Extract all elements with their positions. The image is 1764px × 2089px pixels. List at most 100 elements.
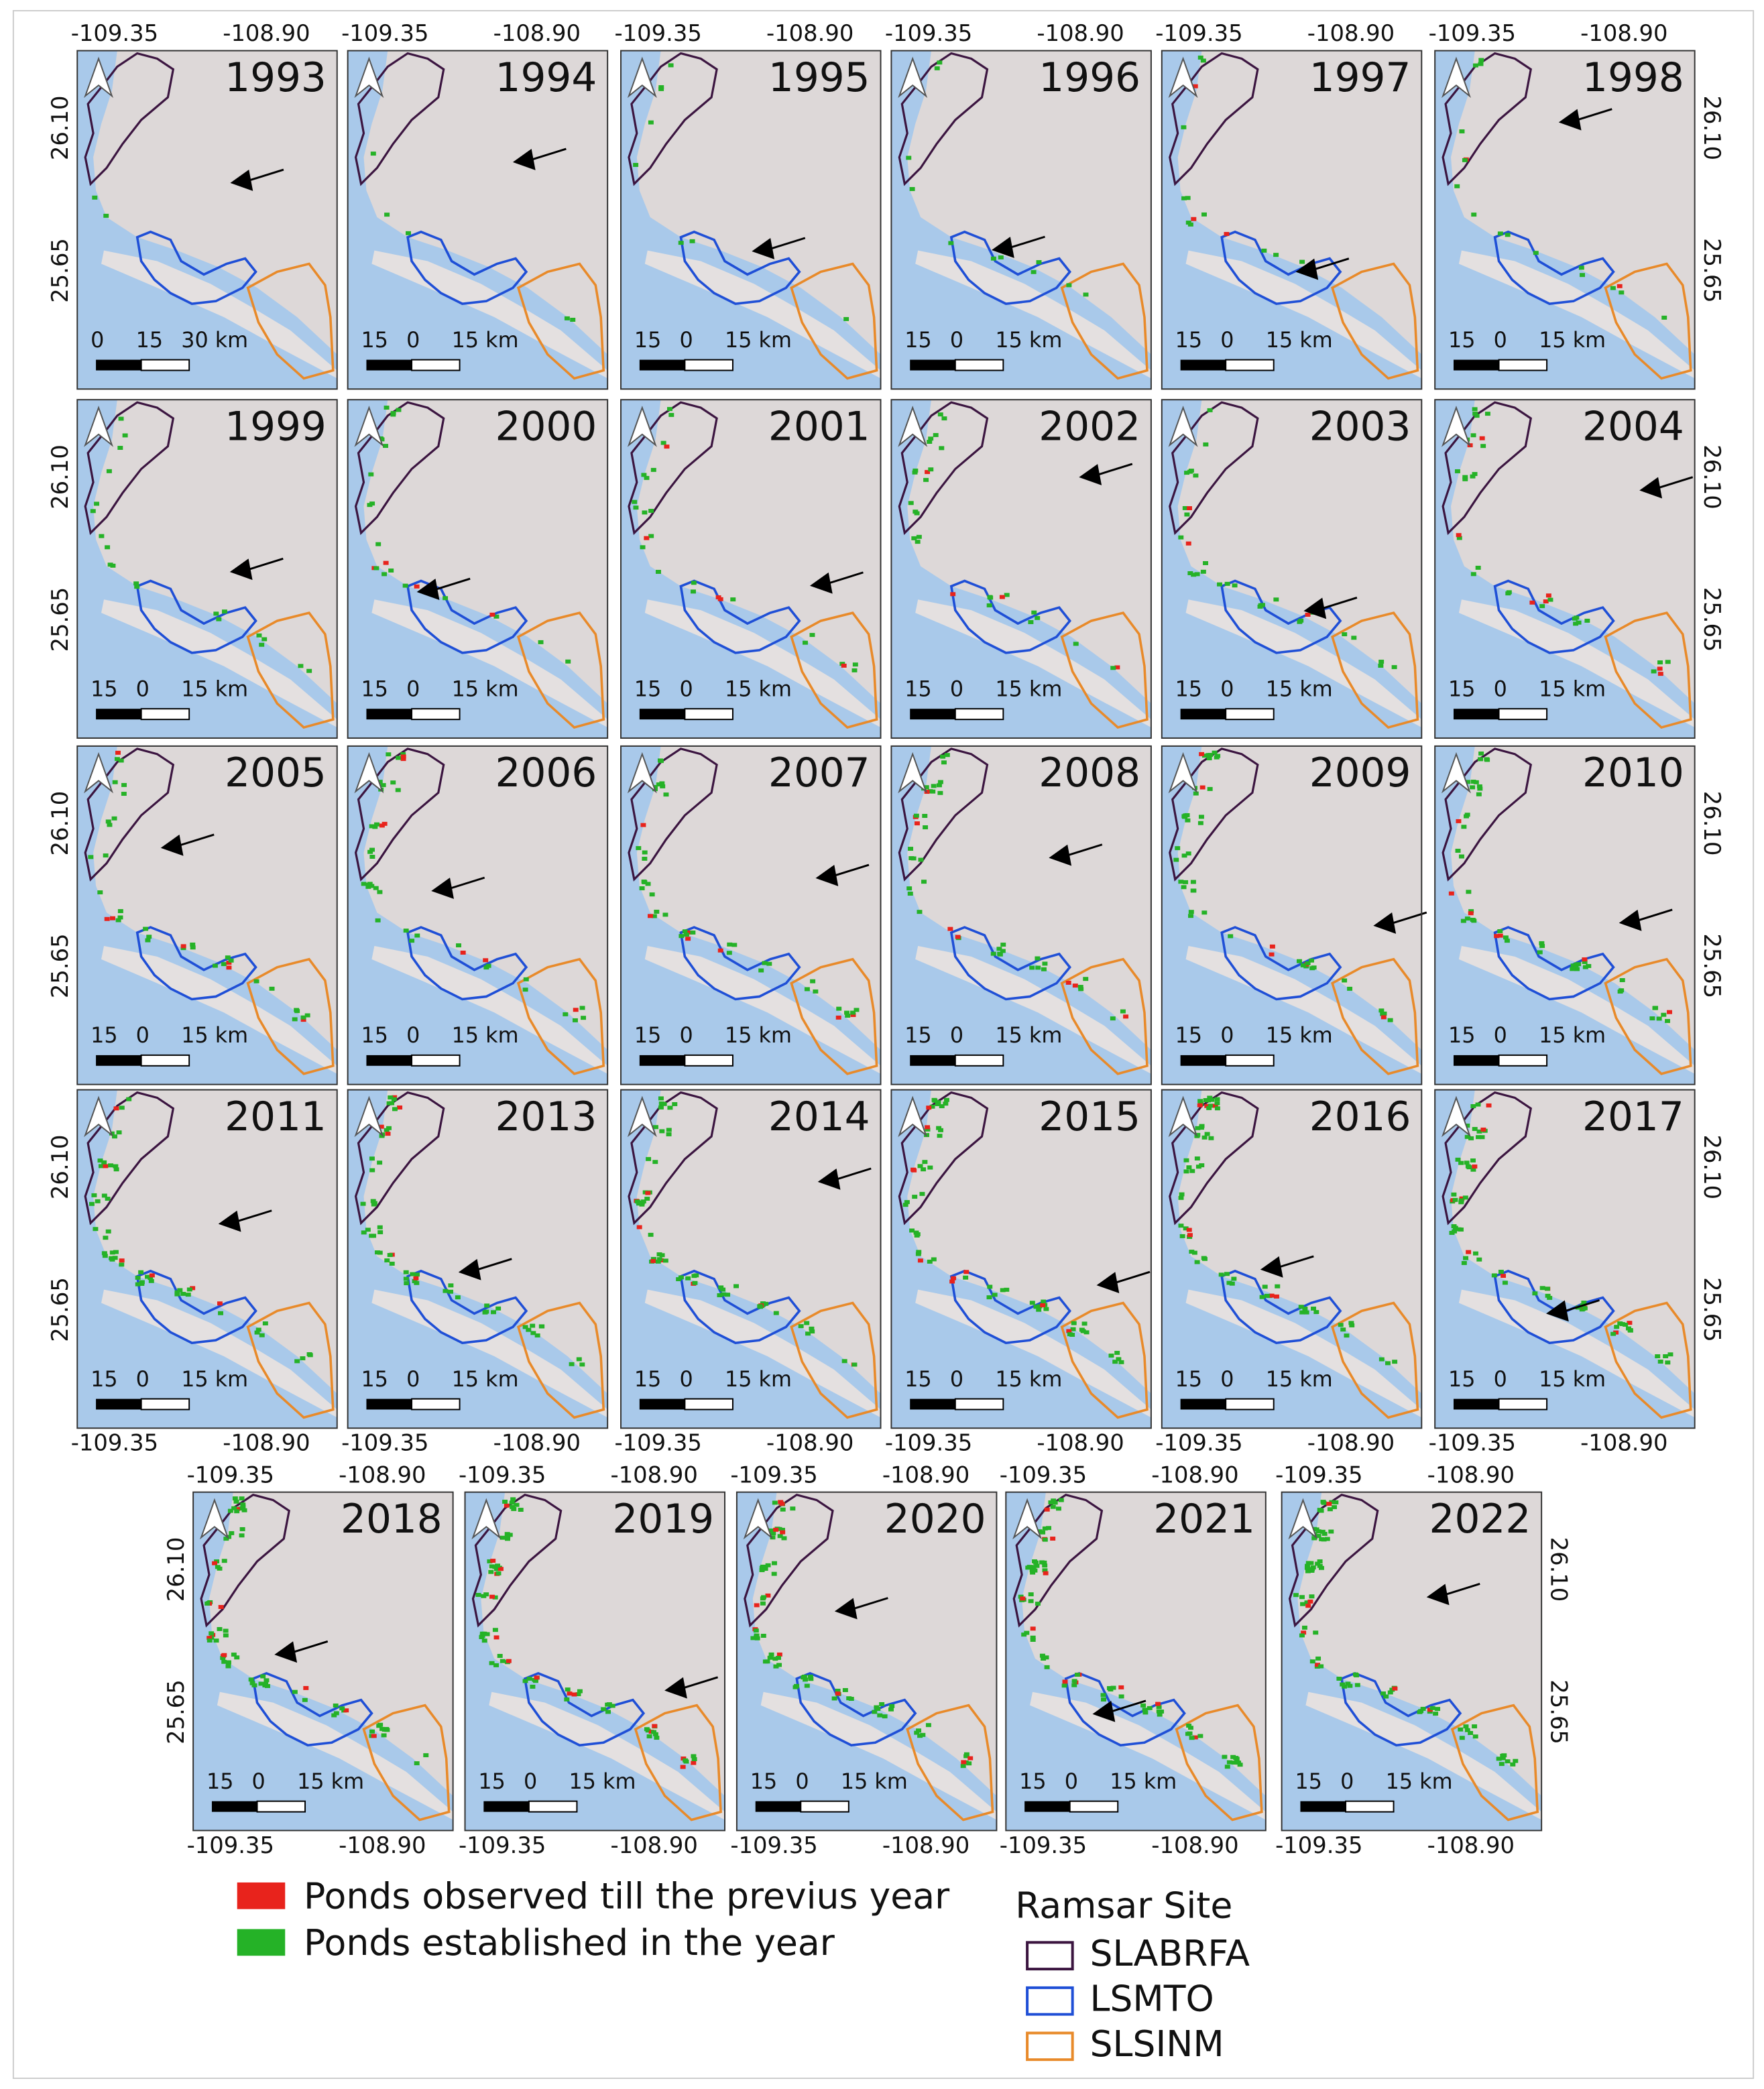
pond-established	[768, 1528, 774, 1533]
scale-bar-light	[256, 1800, 306, 1813]
pond-established	[565, 1687, 571, 1692]
pond-previous	[1030, 1626, 1036, 1631]
pond-previous	[664, 444, 670, 449]
pond-previous	[1627, 1321, 1633, 1325]
pond-established	[1193, 791, 1199, 796]
pond-previous	[963, 1270, 969, 1274]
pond-established	[1332, 1505, 1338, 1510]
longitude-label: -109.35	[1000, 1832, 1087, 1858]
pond-established	[1042, 1568, 1048, 1573]
pond-established	[1201, 754, 1208, 758]
site-slsinm	[1331, 957, 1419, 1075]
pond-established	[1044, 1665, 1050, 1669]
pond-established	[1582, 960, 1588, 964]
longitude-label: -108.90	[1037, 20, 1124, 46]
pond-established	[658, 85, 664, 90]
pond-established	[1496, 1756, 1502, 1761]
pond-established	[369, 1168, 375, 1173]
pond-established	[227, 1508, 233, 1513]
pond-established	[94, 501, 100, 506]
pond-established	[1071, 1679, 1077, 1683]
pond-established	[1480, 444, 1486, 449]
scale-label: 15	[361, 328, 388, 353]
pond-established	[1470, 785, 1476, 790]
pond-established	[642, 510, 648, 515]
pond-established	[1617, 1321, 1623, 1325]
pond-established	[116, 1130, 122, 1135]
pond-previous	[207, 1636, 213, 1640]
pond-established	[1309, 1594, 1315, 1599]
lagoon-bar	[915, 945, 1151, 1074]
pond-established	[882, 1714, 888, 1719]
pond-established	[1197, 1099, 1203, 1103]
site-slabrfa	[898, 748, 989, 882]
pond-established	[102, 1254, 108, 1258]
pond-established	[233, 1499, 239, 1504]
pond-established	[564, 1697, 570, 1702]
pond-established	[916, 534, 922, 539]
pond-established	[1293, 1593, 1299, 1598]
pond-previous	[493, 1635, 499, 1640]
pond-established	[1066, 283, 1072, 288]
pond-established	[780, 1507, 786, 1512]
pond-previous	[773, 1527, 779, 1532]
pond-established	[773, 1311, 779, 1315]
pond-established	[1468, 1136, 1474, 1140]
pond-established	[667, 1106, 673, 1110]
pond-established	[1435, 1707, 1441, 1712]
pond-established	[107, 823, 113, 827]
pond-established	[646, 1156, 652, 1161]
pond-established	[253, 979, 259, 983]
latitude-label: 25.65	[163, 1679, 189, 1744]
pond-established	[927, 1165, 933, 1170]
pond-established	[1478, 757, 1483, 762]
pond-established	[1463, 1724, 1469, 1729]
scale-bar-dark	[1453, 1398, 1499, 1410]
scale-bar-dark	[96, 1055, 141, 1066]
scale-bar-light	[1225, 1398, 1275, 1411]
pond-established	[759, 1568, 765, 1573]
pond-established	[396, 408, 402, 412]
pond-established	[259, 1333, 265, 1337]
pond-established	[656, 1257, 662, 1262]
pond-established	[1573, 965, 1579, 970]
site-lsmto	[1220, 230, 1342, 305]
lagoon-bar	[915, 599, 1151, 728]
pond-established	[126, 1097, 132, 1101]
pond-established	[1234, 1756, 1240, 1761]
site-slabrfa	[1442, 401, 1533, 536]
annotation-arrowhead	[1079, 464, 1102, 485]
scale-label: 0	[1065, 1769, 1078, 1794]
pond-established	[1625, 1326, 1631, 1331]
site-lsmto	[406, 1269, 528, 1344]
pond-established	[1142, 1710, 1149, 1715]
pond-established	[475, 1593, 481, 1597]
pond-established	[370, 1199, 376, 1203]
site-slabrfa	[898, 52, 989, 186]
north-arrow	[84, 752, 114, 794]
panel-frame	[620, 50, 882, 390]
longitude-label: -109.35	[187, 1832, 274, 1858]
site-slsinm	[790, 1301, 878, 1419]
pond-established	[1188, 469, 1194, 473]
pond-established	[292, 1689, 298, 1694]
pond-previous	[119, 1258, 125, 1263]
pond-established	[765, 1563, 771, 1567]
pond-established	[403, 929, 409, 933]
pond-established	[1478, 58, 1484, 62]
pond-previous	[1192, 84, 1198, 88]
longitude-label: -108.90	[766, 20, 854, 46]
pond-established	[761, 1595, 766, 1600]
pond-established	[1452, 1197, 1458, 1202]
year-label: 2016	[1309, 1094, 1411, 1140]
pond-established	[835, 1688, 841, 1693]
pond-established	[139, 1280, 145, 1285]
pond-established	[369, 1156, 375, 1161]
longitude-label: -109.35	[614, 20, 701, 46]
scale-bar-dark	[366, 1398, 412, 1410]
pond-established	[1539, 1286, 1545, 1291]
pond-established	[523, 977, 529, 981]
